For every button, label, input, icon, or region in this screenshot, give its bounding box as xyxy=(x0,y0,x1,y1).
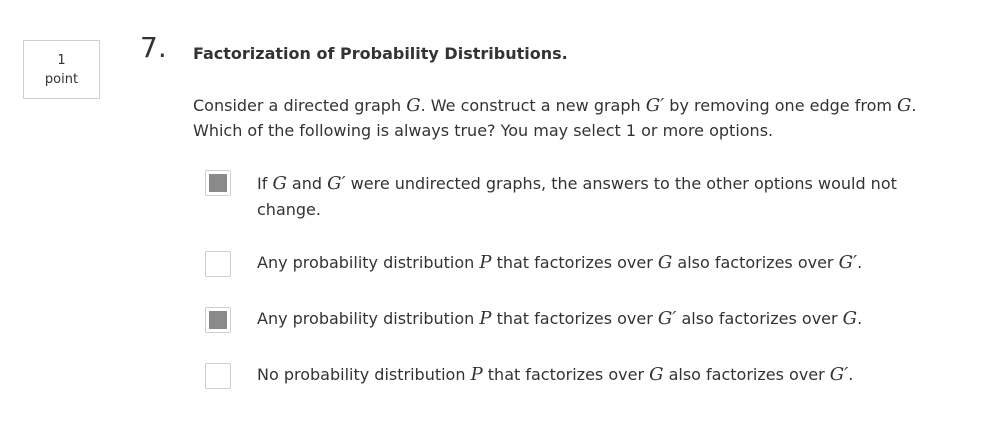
points-value: 1 xyxy=(57,53,66,68)
question-title: Factorization of Probability Distributio… xyxy=(193,44,568,63)
math-symbol: G xyxy=(272,173,287,194)
option-checkbox[interactable] xyxy=(205,363,231,389)
math-symbol: G xyxy=(657,252,673,273)
prompt-text: . We construct a new graph xyxy=(420,96,646,115)
option-text: No probability distribution xyxy=(257,365,471,384)
points-label: point xyxy=(44,72,79,87)
option-checkbox[interactable] xyxy=(205,307,231,333)
option-text: . xyxy=(848,365,854,384)
option-text: also factorizes over xyxy=(676,309,843,328)
option-text: . xyxy=(857,253,863,272)
math-symbol: P xyxy=(479,308,492,329)
option-text: Any probability distribution xyxy=(257,253,480,272)
math-symbol: P xyxy=(479,252,492,273)
option-text: that factorizes over xyxy=(482,365,650,384)
option-label: If G and G′ were undirected graphs, the … xyxy=(257,171,927,223)
checkbox-fill xyxy=(209,311,227,329)
option-text: also factorizes over xyxy=(663,365,830,384)
math-symbol: G′ xyxy=(327,173,346,194)
math-g: G xyxy=(897,95,912,116)
math-g: G xyxy=(406,95,421,116)
option-label: Any probability distribution P that fact… xyxy=(257,306,927,332)
option-text: If xyxy=(257,174,273,193)
option-text: were undirected graphs, the answers to t… xyxy=(257,174,897,219)
prompt-text: by removing one edge from xyxy=(664,96,898,115)
option-text: also factorizes over xyxy=(672,253,839,272)
option-checkbox[interactable] xyxy=(205,170,231,196)
prompt-line-2: Which of the following is always true? Y… xyxy=(193,121,774,140)
option-text: Any probability distribution xyxy=(257,309,480,328)
points-box: 1 point xyxy=(23,40,100,99)
question-prompt: Consider a directed graph G. We construc… xyxy=(193,93,953,143)
math-symbol: G xyxy=(649,364,664,385)
option-text: that factorizes over xyxy=(491,309,658,328)
option-label: Any probability distribution P that fact… xyxy=(257,250,927,276)
option-text: and xyxy=(286,174,328,193)
option-text: that factorizes over xyxy=(491,253,658,272)
prompt-text: Consider a directed graph xyxy=(193,96,407,115)
math-symbol: G′ xyxy=(829,364,849,385)
option-text: . xyxy=(857,309,863,328)
math-symbol: G′ xyxy=(657,308,677,329)
question-number: 7. xyxy=(140,31,167,64)
option-label: No probability distribution P that facto… xyxy=(257,362,927,388)
prompt-line-1: Consider a directed graph G. We construc… xyxy=(193,93,953,118)
math-symbol: P xyxy=(470,364,483,385)
checkbox-fill xyxy=(209,174,227,192)
option-checkbox[interactable] xyxy=(205,251,231,277)
math-symbol: G′ xyxy=(838,252,858,273)
math-g-prime: G′ xyxy=(645,95,665,116)
math-symbol: G xyxy=(842,308,858,329)
prompt-text: . xyxy=(911,96,917,115)
